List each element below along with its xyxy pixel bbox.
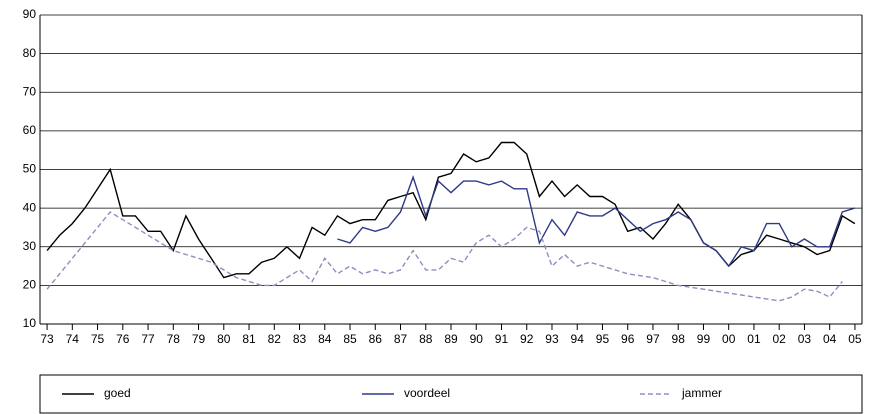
x-tick-label: 04 — [823, 332, 837, 346]
y-tick-label: 50 — [23, 162, 37, 176]
legend-label: voordeel — [404, 386, 450, 400]
x-tick-label: 95 — [596, 332, 610, 346]
x-tick-label: 93 — [545, 332, 559, 346]
x-tick-label: 74 — [66, 332, 80, 346]
x-tick-label: 80 — [217, 332, 231, 346]
y-tick-label: 40 — [23, 200, 37, 214]
x-tick-label: 01 — [747, 332, 761, 346]
y-tick-label: 80 — [23, 46, 37, 60]
legend-label: jammer — [681, 386, 722, 400]
x-tick-label: 87 — [394, 332, 408, 346]
x-tick-label: 00 — [722, 332, 736, 346]
x-tick-label: 78 — [167, 332, 181, 346]
y-tick-label: 90 — [23, 7, 37, 21]
y-tick-label: 20 — [23, 278, 37, 292]
x-tick-label: 02 — [773, 332, 787, 346]
x-tick-label: 75 — [91, 332, 105, 346]
y-tick-label: 30 — [23, 239, 37, 253]
x-tick-label: 84 — [318, 332, 332, 346]
x-tick-label: 82 — [268, 332, 282, 346]
x-tick-label: 03 — [798, 332, 812, 346]
x-tick-label: 90 — [470, 332, 484, 346]
x-tick-label: 98 — [672, 332, 686, 346]
series-line — [46, 211, 843, 302]
x-tick-label: 73 — [40, 332, 54, 346]
y-tick-label: 60 — [23, 123, 37, 137]
x-tick-label: 94 — [571, 332, 585, 346]
x-tick-label: 05 — [848, 332, 862, 346]
x-tick-label: 89 — [444, 332, 458, 346]
x-tick-label: 88 — [419, 332, 433, 346]
x-tick-label: 79 — [192, 332, 206, 346]
legend-box — [39, 374, 863, 414]
x-tick-label: 99 — [697, 332, 711, 346]
y-tick-label: 70 — [23, 84, 37, 98]
x-tick-label: 86 — [369, 332, 383, 346]
legend-label: goed — [104, 386, 131, 400]
y-tick-label: 10 — [23, 316, 37, 330]
x-tick-label: 92 — [520, 332, 534, 346]
x-tick-label: 91 — [495, 332, 509, 346]
series-line — [337, 175, 856, 268]
x-tick-label: 77 — [141, 332, 155, 346]
x-tick-label: 97 — [646, 332, 660, 346]
x-tick-label: 85 — [343, 332, 357, 346]
x-tick-label: 76 — [116, 332, 130, 346]
x-tick-label: 83 — [293, 332, 307, 346]
x-tick-label: 96 — [621, 332, 635, 346]
x-tick-label: 81 — [242, 332, 256, 346]
